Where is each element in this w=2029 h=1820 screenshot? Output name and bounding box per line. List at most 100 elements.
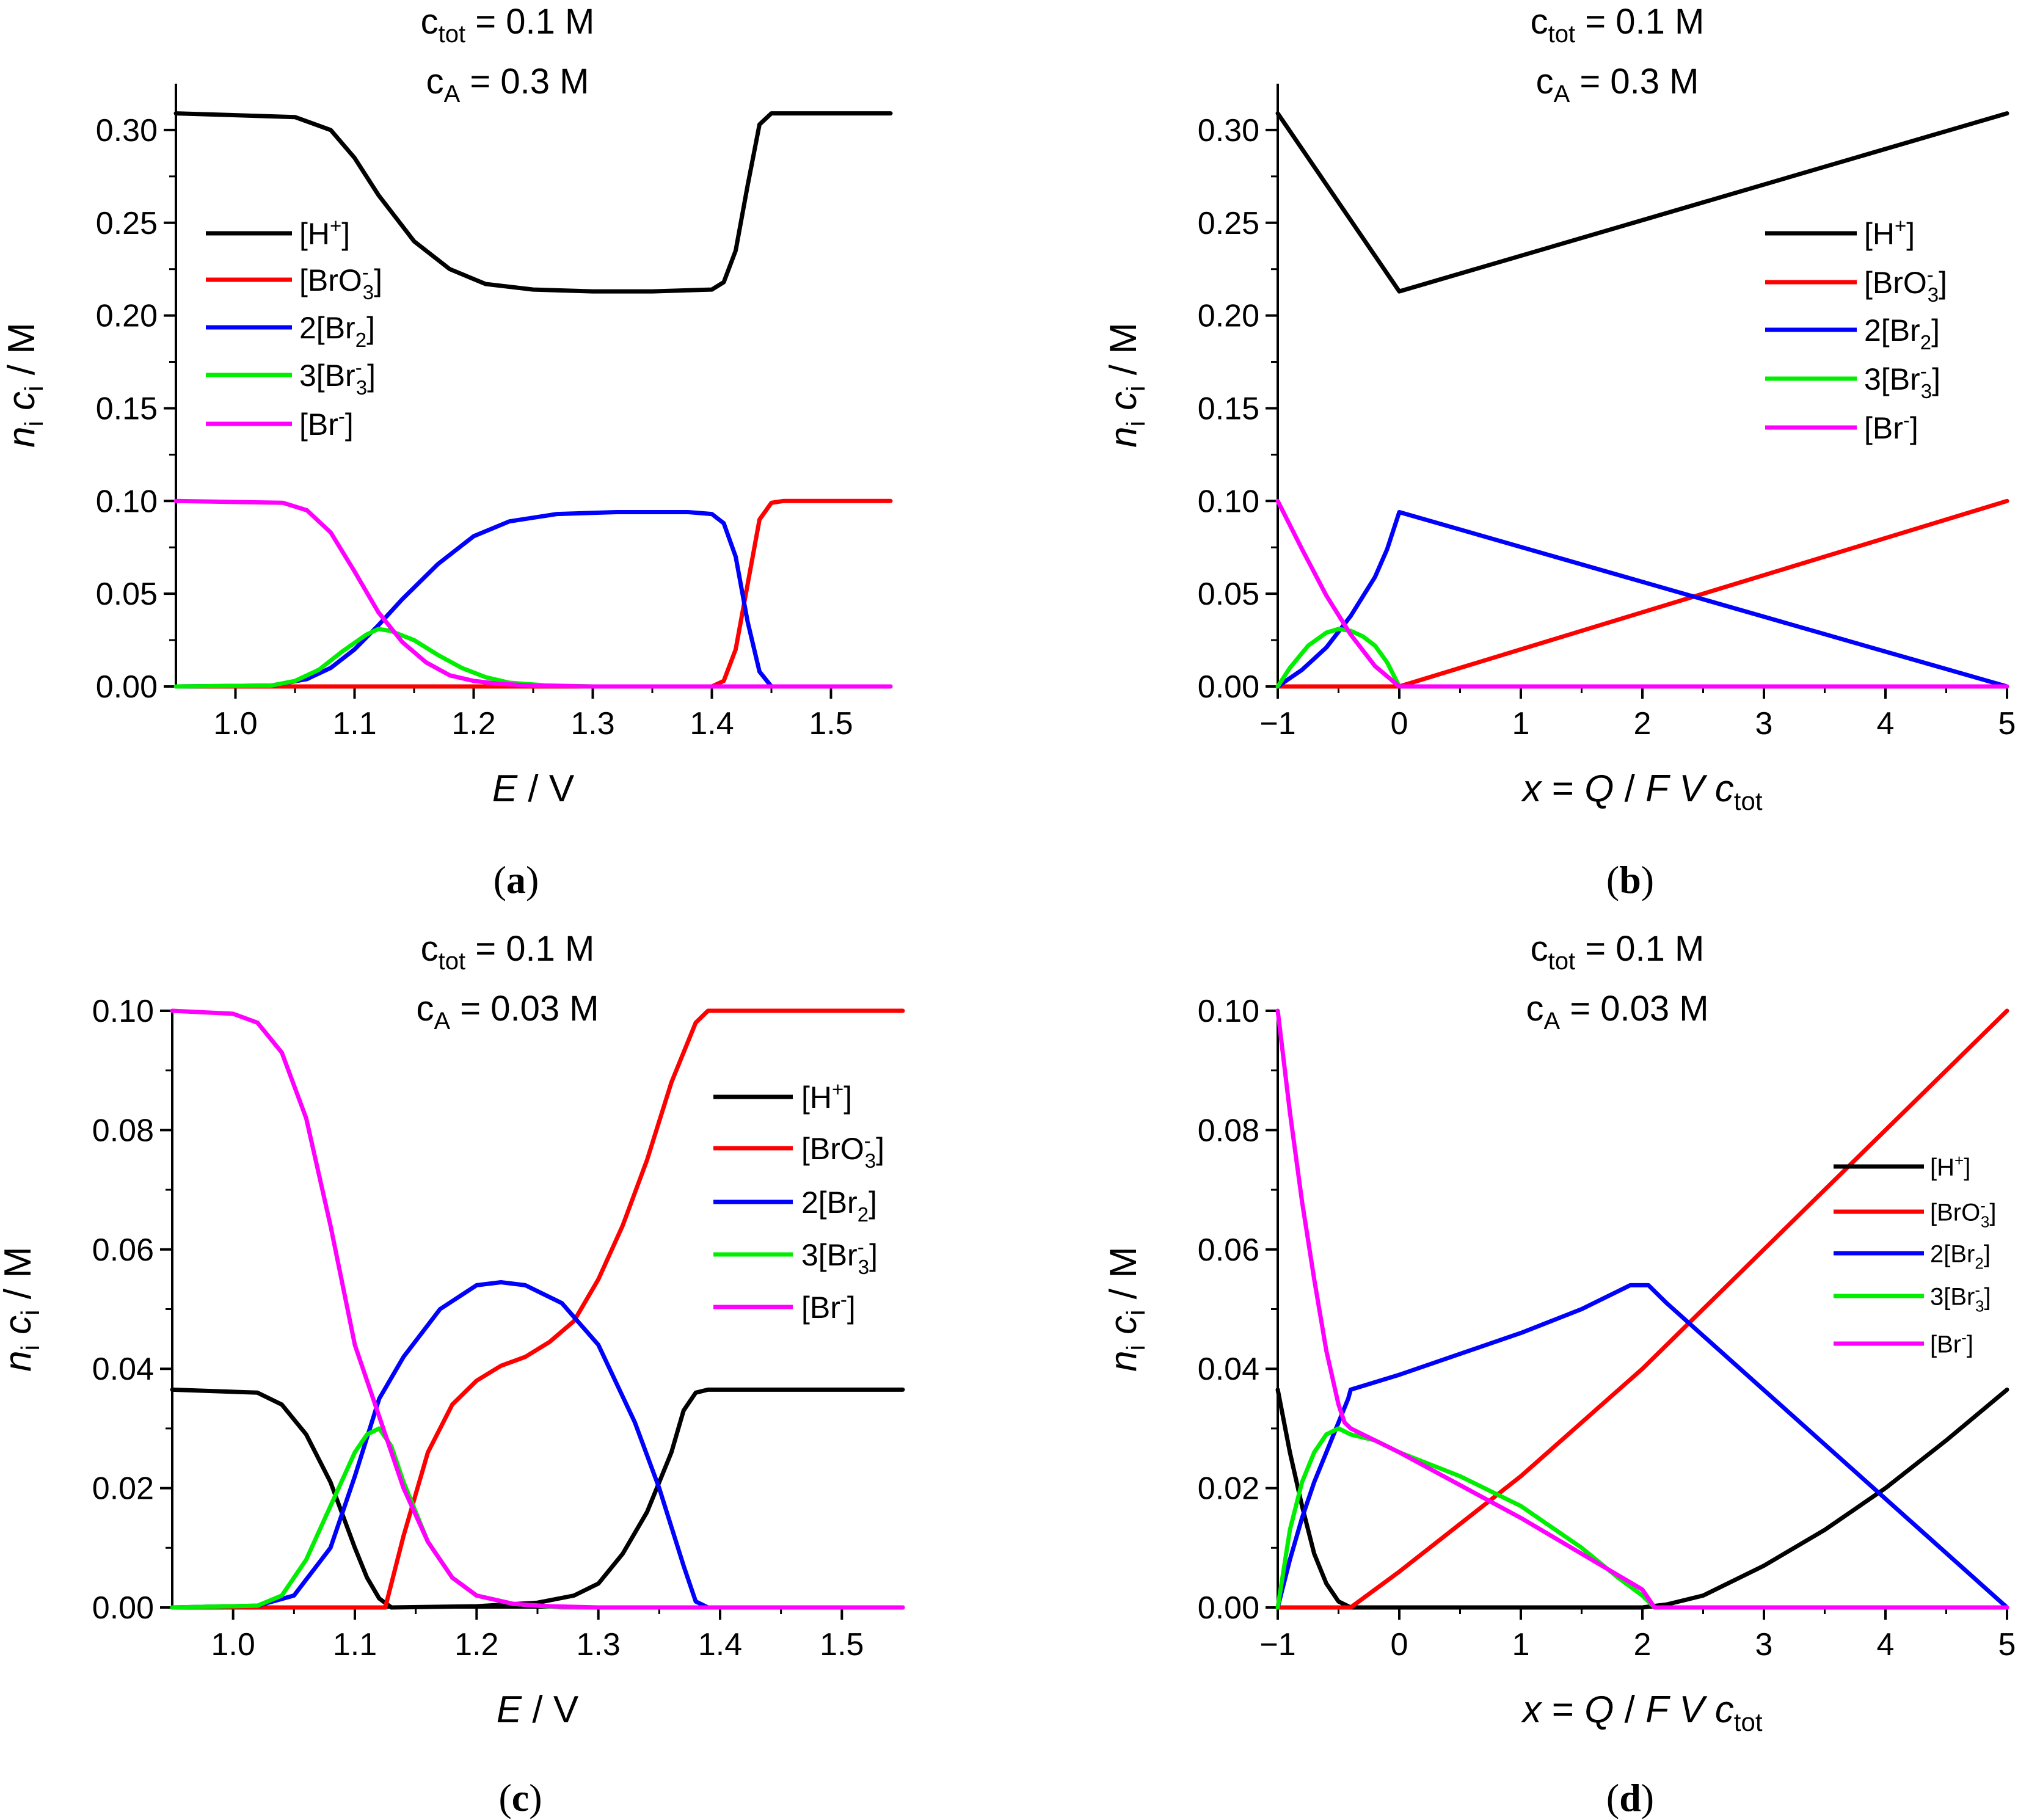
y-tick-label: 0.25: [1198, 206, 1259, 241]
series-line-br2: [173, 510, 893, 689]
y-tick-label: 0.00: [1198, 669, 1259, 705]
legend: [H+] [BrO-3] 2[Br2] 3[Br-3] [Br-]: [206, 214, 382, 442]
legend-label-br3: 3[Br-3]: [801, 1236, 878, 1278]
legend-label-br3: 3[Br-3]: [299, 356, 376, 399]
panel-b: ctot = 0.1 M cA = 0.3 M −1 0 1 2 3 4 5 0.00 0.05 0.…: [1102, 2, 2016, 901]
y-axis-label: ni ci / M: [1, 322, 48, 448]
x-tick-label: 4: [1877, 1627, 1895, 1662]
panel-caption: (d): [1606, 1776, 1654, 1819]
legend-label-br2: 2[Br2]: [1930, 1240, 1991, 1272]
series-line-bro3: [1275, 498, 2009, 689]
y-tick-label: 0.08: [92, 1113, 154, 1148]
panel-caption: (b): [1606, 858, 1654, 901]
x-tick-label: 1.2: [454, 1627, 498, 1662]
y-tick-label: 0.02: [1198, 1471, 1259, 1507]
series-line-br3: [170, 1426, 905, 1610]
y-tick-label: 0.10: [96, 484, 158, 519]
x-tick-label: 0: [1391, 706, 1408, 741]
y-tick-label: 0.10: [92, 994, 154, 1029]
x-tick-label: 1: [1512, 1627, 1530, 1662]
legend-label-h: [H+]: [801, 1078, 852, 1115]
y-tick-label: 0.20: [96, 299, 158, 334]
x-tick-label: 4: [1877, 706, 1895, 741]
y-tick-label: 0.20: [1198, 299, 1259, 334]
y-tick-label: 0.05: [1198, 577, 1259, 612]
chart-title-line: cA = 0.3 M: [1536, 62, 1699, 107]
y-tick-label: 0.15: [1198, 391, 1259, 426]
x-tick-label: 2: [1634, 706, 1652, 741]
x-tick-label: −1: [1259, 1627, 1295, 1662]
chart-title-line: ctot = 0.1 M: [421, 929, 595, 975]
legend-label-h: [H+]: [1930, 1151, 1970, 1181]
y-axis-label: ni ci / M: [1102, 1247, 1150, 1372]
y-tick-label: 0.30: [1198, 113, 1259, 148]
x-tick-label: 1.5: [820, 1627, 864, 1662]
legend-label-h: [H+]: [1864, 214, 1915, 251]
y-tick-label: 0.30: [96, 113, 158, 148]
legend-label-bro3: [BrO-3]: [801, 1129, 884, 1172]
y-tick-label: 0.00: [96, 669, 158, 705]
y-tick-label: 0.06: [92, 1232, 154, 1268]
x-tick-label: 1.3: [570, 706, 614, 741]
series-line-br2: [170, 1280, 905, 1610]
legend: [H+] [BrO-3] 2[Br2] 3[Br-3] [Br-]: [1834, 1151, 1997, 1358]
legend-label-br: [Br-]: [1930, 1328, 1973, 1358]
y-tick-label: 0.04: [92, 1352, 154, 1387]
legend-label-br2: 2[Br2]: [1864, 313, 1940, 354]
series-line-h: [1275, 1387, 2009, 1610]
y-tick-label: 0.05: [96, 577, 158, 612]
y-axis-label: ni ci / M: [1102, 322, 1150, 448]
y-axis-label: ni ci / M: [0, 1247, 45, 1372]
y-tick-label: 0.04: [1198, 1352, 1259, 1387]
series-line-br: [170, 1008, 905, 1610]
y-tick-label: 0.02: [92, 1471, 154, 1507]
legend-label-br: [Br-]: [299, 405, 354, 442]
y-tick-label: 0.10: [1198, 994, 1259, 1029]
legend-label-br3: 3[Br-3]: [1930, 1281, 1991, 1315]
chart-title-line: ctot = 0.1 M: [1531, 929, 1705, 975]
panel-a: ctot = 0.1 M cA = 0.3 M 1.0 1.1 1.2 1.3 1.4 1.5…: [1, 2, 893, 901]
legend-label-br2: 2[Br2]: [299, 311, 375, 351]
x-axis-label: x = Q / F V ctot: [1521, 1689, 1763, 1736]
series-line-br: [1275, 498, 2009, 689]
x-tick-label: 5: [1998, 706, 2016, 741]
legend-label-bro3: [BrO-3]: [299, 261, 382, 304]
legend-label-br: [Br-]: [1864, 409, 1918, 445]
x-tick-label: 2: [1634, 1627, 1652, 1662]
y-tick-label: 0.06: [1198, 1232, 1259, 1268]
series-line-br3: [173, 627, 893, 689]
y-tick-label: 0.25: [96, 206, 158, 241]
x-tick-label: 1.4: [698, 1627, 742, 1662]
x-tick-label: 3: [1755, 706, 1773, 741]
x-tick-label: 1.0: [213, 706, 257, 741]
x-tick-label: 1.4: [690, 706, 734, 741]
chart-title-line: ctot = 0.1 M: [1531, 2, 1705, 48]
y-tick-label: 0.15: [96, 391, 158, 426]
x-tick-label: 0: [1391, 1627, 1408, 1662]
x-axis-label: E / V: [492, 768, 575, 810]
x-tick-label: 5: [1998, 1627, 2016, 1662]
panel-d: ctot = 0.1 M cA = 0.03 M −1 0 1 2 3 4 5 0.00 0.02 0…: [1102, 929, 2016, 1819]
series-line-bro3: [173, 498, 893, 689]
panel-c: ctot = 0.1 M cA = 0.03 M 1.0 1.1 1.2 1.3 1.4 1.…: [0, 929, 905, 1819]
series-line-h: [173, 111, 893, 294]
panel-caption: (c): [498, 1776, 542, 1819]
chart-title-line: cA = 0.03 M: [1526, 989, 1708, 1035]
plot-area: [1275, 111, 2009, 689]
x-tick-label: −1: [1259, 706, 1295, 741]
legend-label-bro3: [BrO-3]: [1930, 1196, 1997, 1231]
x-axis-label: E / V: [497, 1689, 579, 1731]
legend-label-br: [Br-]: [801, 1288, 856, 1325]
series-line-br2: [1275, 1283, 2009, 1610]
legend-label-br3: 3[Br-3]: [1864, 360, 1940, 402]
legend: [H+] [BrO-3] 2[Br2] 3[Br-3] [Br-]: [1765, 214, 1947, 445]
series-line-bro3: [170, 1008, 905, 1610]
legend-label-h: [H+]: [299, 214, 350, 251]
x-tick-label: 1.3: [577, 1627, 621, 1662]
x-axis-label: x = Q / F V ctot: [1521, 768, 1763, 815]
series-line-br: [1275, 1008, 2009, 1610]
series-line-h: [170, 1387, 905, 1610]
panel-caption: (a): [494, 858, 539, 901]
x-tick-label: 1.0: [211, 1627, 255, 1662]
